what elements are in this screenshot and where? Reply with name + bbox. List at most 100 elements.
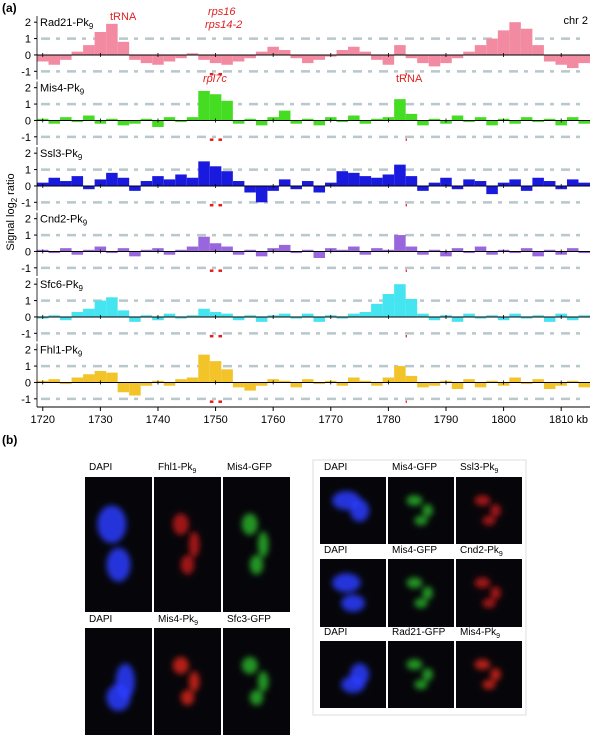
bar — [394, 235, 406, 252]
signal — [406, 577, 433, 609]
bar — [186, 53, 199, 55]
bar — [48, 315, 61, 317]
bar — [336, 382, 349, 386]
bar — [209, 94, 222, 121]
bar — [117, 310, 130, 317]
signal — [332, 573, 365, 612]
bar — [244, 382, 256, 391]
bar — [474, 382, 487, 388]
bar — [140, 181, 153, 186]
bar — [463, 313, 475, 317]
gene-mark — [218, 203, 223, 207]
image-label-text: Fhl1-Pk — [158, 462, 193, 473]
bar — [60, 248, 72, 252]
image-label: Fhl1-Pk9 — [158, 462, 196, 475]
y-tick-label: 2 — [25, 214, 31, 226]
track-title-text: Ssl3-Pk — [40, 148, 78, 160]
bar — [463, 379, 475, 383]
bar — [520, 382, 533, 385]
bar — [543, 382, 556, 389]
bar — [497, 30, 510, 55]
x-tick-label: 1790 — [434, 414, 458, 426]
bar — [175, 120, 187, 123]
y-tick-label: 0 — [25, 50, 31, 62]
bar — [152, 54, 164, 65]
bar — [83, 45, 95, 55]
bar — [348, 246, 360, 252]
bar — [232, 251, 245, 255]
bar — [71, 312, 84, 317]
signal-blob — [414, 679, 428, 690]
bar — [106, 118, 118, 121]
track-title: Mis4-Pk9 — [40, 83, 85, 97]
bar — [451, 316, 464, 322]
signal-blob — [490, 504, 501, 517]
signal-blob — [482, 679, 496, 690]
bar — [578, 251, 590, 254]
signal-blob — [414, 515, 428, 526]
signal-blob — [490, 668, 501, 681]
image-label: Ssl3-Pk9 — [460, 462, 498, 475]
gene-mark — [209, 138, 214, 141]
micrograph — [388, 641, 454, 708]
image-label: DAPI — [89, 462, 112, 473]
bar — [129, 54, 141, 60]
bar — [543, 54, 556, 62]
y-tick-label: -1 — [21, 394, 31, 406]
signal-blob — [106, 547, 131, 582]
bar — [578, 382, 590, 388]
bar — [117, 177, 130, 186]
image-label-text: Mis4-Pk — [158, 614, 195, 625]
micrograph — [456, 477, 522, 544]
image-label-sub: 9 — [192, 468, 196, 475]
bar — [451, 115, 464, 121]
bar — [486, 315, 498, 317]
bar — [566, 248, 579, 252]
gene-mark — [218, 334, 223, 338]
bar — [163, 251, 176, 255]
y-tick-label: 2 — [25, 83, 31, 95]
bar — [48, 251, 61, 254]
bar — [566, 54, 579, 69]
bar — [566, 117, 579, 121]
y-tick-label: -1 — [21, 328, 31, 340]
bar — [520, 28, 533, 55]
x-tick-label: 1800 — [491, 414, 515, 426]
bar — [278, 50, 291, 55]
gene-mark — [218, 72, 223, 76]
bar — [186, 377, 199, 383]
x-tick-label: 1760 — [261, 414, 285, 426]
signal-blob — [482, 515, 496, 526]
bar — [83, 249, 95, 252]
signal-blob — [188, 531, 200, 558]
bar — [106, 372, 118, 383]
bar — [313, 185, 326, 193]
y-tick-label: 0 — [25, 246, 31, 258]
bar — [175, 174, 187, 186]
bar — [198, 90, 210, 121]
signal-blob — [115, 663, 135, 700]
signal — [474, 659, 501, 690]
bar — [336, 316, 349, 319]
x-tick-label: 1740 — [146, 414, 170, 426]
bar — [543, 118, 556, 121]
image-label-sub: 9 — [194, 620, 198, 627]
bar — [221, 246, 233, 252]
bar — [129, 382, 141, 396]
track-title-text: Mis4-Pk — [40, 83, 80, 95]
bar — [152, 120, 164, 127]
bar — [428, 249, 441, 252]
signal — [241, 513, 269, 575]
x-axis-label: kb — [576, 414, 588, 426]
bar — [301, 379, 314, 383]
image-label-sub: 9 — [499, 551, 503, 558]
bar — [140, 315, 153, 317]
signal-blob — [490, 586, 501, 600]
gene-mark — [405, 400, 407, 403]
y-tick-label: 1 — [25, 230, 31, 242]
bar — [428, 118, 441, 121]
signal-blob — [188, 671, 200, 692]
image-label: Mis4-Pk9 — [158, 614, 198, 627]
image-label: Mis4-Pk9 — [460, 627, 500, 640]
bar — [451, 54, 464, 59]
